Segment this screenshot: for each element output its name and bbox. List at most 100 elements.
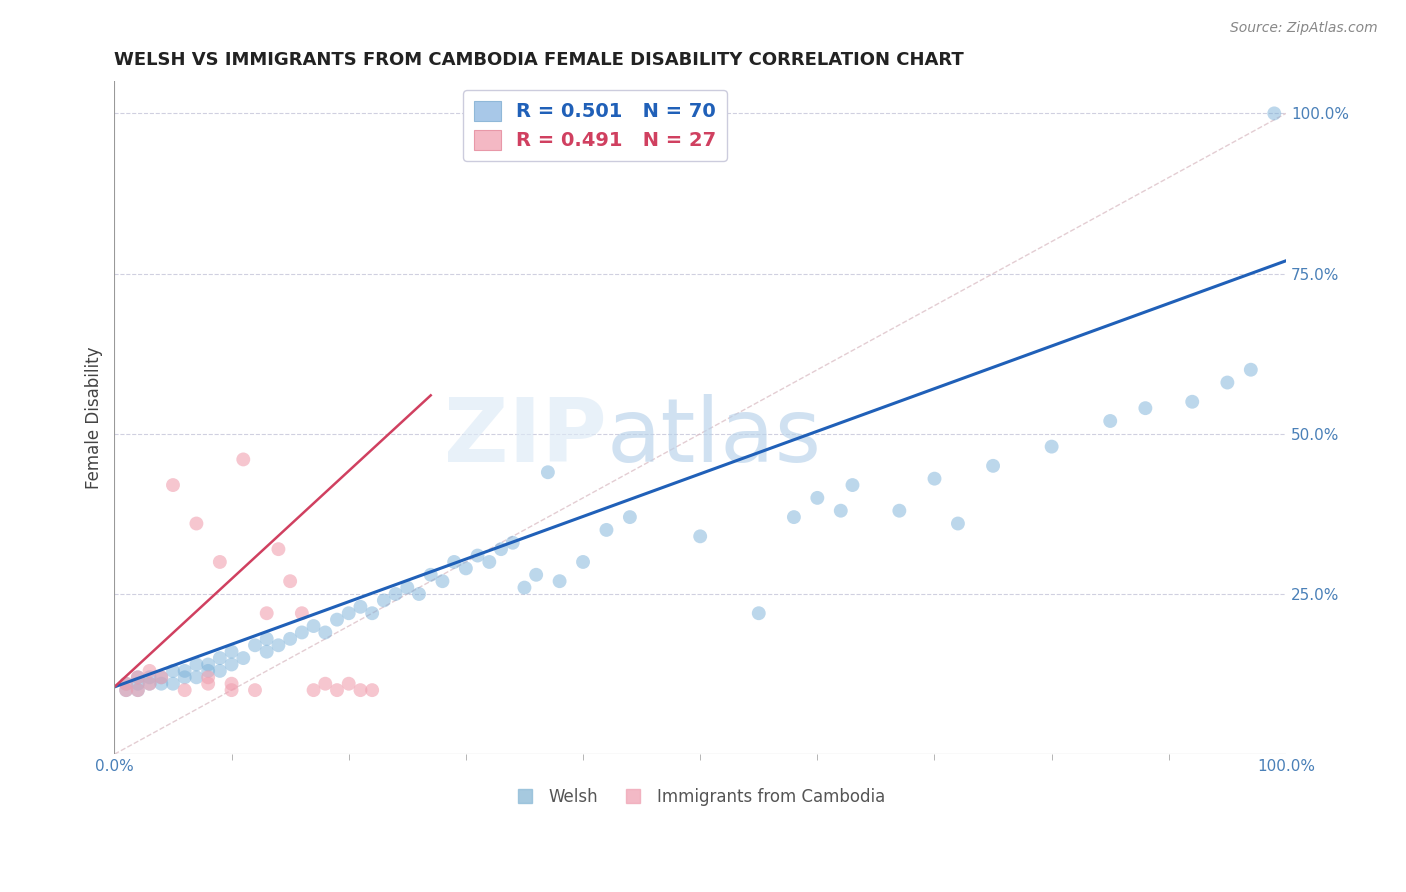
Point <box>138 677 160 691</box>
Point <box>243 683 266 698</box>
Point <box>806 491 828 505</box>
Point <box>361 683 384 698</box>
Point <box>889 504 911 518</box>
Point <box>127 683 149 698</box>
Point <box>186 516 208 531</box>
Point <box>373 593 395 607</box>
Point <box>396 581 419 595</box>
Point <box>115 683 138 698</box>
Point <box>197 670 219 684</box>
Point <box>783 510 806 524</box>
Point <box>349 683 371 698</box>
Point <box>841 478 863 492</box>
Point <box>173 683 195 698</box>
Point <box>326 613 349 627</box>
Point <box>127 670 149 684</box>
Point <box>127 683 149 698</box>
Point <box>208 555 231 569</box>
Point <box>1216 376 1239 390</box>
Text: WELSH VS IMMIGRANTS FROM CAMBODIA FEMALE DISABILITY CORRELATION CHART: WELSH VS IMMIGRANTS FROM CAMBODIA FEMALE… <box>114 51 965 69</box>
Point <box>256 632 278 646</box>
Point <box>150 677 173 691</box>
Point <box>302 619 325 633</box>
Point <box>173 670 195 684</box>
Point <box>1181 394 1204 409</box>
Legend: Welsh, Immigrants from Cambodia: Welsh, Immigrants from Cambodia <box>509 781 891 814</box>
Point <box>138 664 160 678</box>
Point <box>1099 414 1122 428</box>
Point <box>337 677 360 691</box>
Point <box>197 677 219 691</box>
Point <box>432 574 454 589</box>
Point <box>454 561 477 575</box>
Point <box>1263 106 1285 120</box>
Point <box>221 657 243 672</box>
Point <box>232 452 254 467</box>
Point <box>443 555 465 569</box>
Point <box>489 542 512 557</box>
Point <box>384 587 406 601</box>
Point <box>221 645 243 659</box>
Point <box>115 677 138 691</box>
Point <box>256 606 278 620</box>
Point <box>208 664 231 678</box>
Point <box>408 587 430 601</box>
Text: ZIP: ZIP <box>444 394 606 482</box>
Point <box>150 670 173 684</box>
Point <box>138 670 160 684</box>
Point <box>467 549 489 563</box>
Point <box>1240 362 1263 376</box>
Point <box>981 458 1004 473</box>
Point <box>278 574 301 589</box>
Point <box>830 504 852 518</box>
Point <box>186 670 208 684</box>
Point <box>924 472 946 486</box>
Point <box>689 529 711 543</box>
Point <box>361 606 384 620</box>
Point <box>278 632 301 646</box>
Point <box>419 567 441 582</box>
Point <box>513 581 536 595</box>
Point <box>326 683 349 698</box>
Point <box>115 677 138 691</box>
Point <box>186 657 208 672</box>
Point <box>173 664 195 678</box>
Point <box>232 651 254 665</box>
Point <box>337 606 360 620</box>
Point <box>349 599 371 614</box>
Point <box>115 683 138 698</box>
Point <box>502 535 524 549</box>
Point <box>267 542 290 557</box>
Point <box>478 555 501 569</box>
Point <box>1040 440 1063 454</box>
Point <box>619 510 641 524</box>
Point <box>1135 401 1157 416</box>
Point <box>127 677 149 691</box>
Point <box>127 670 149 684</box>
Point <box>208 651 231 665</box>
Y-axis label: Female Disability: Female Disability <box>86 346 103 489</box>
Point <box>243 638 266 652</box>
Point <box>314 677 336 691</box>
Point <box>314 625 336 640</box>
Point <box>162 478 184 492</box>
Point <box>748 606 770 620</box>
Point <box>524 567 547 582</box>
Point <box>291 625 314 640</box>
Point <box>162 677 184 691</box>
Point <box>548 574 571 589</box>
Point <box>197 657 219 672</box>
Point <box>150 670 173 684</box>
Text: Source: ZipAtlas.com: Source: ZipAtlas.com <box>1230 21 1378 36</box>
Point <box>291 606 314 620</box>
Text: atlas: atlas <box>606 394 821 482</box>
Point <box>256 645 278 659</box>
Point <box>221 683 243 698</box>
Point <box>138 677 160 691</box>
Point <box>197 664 219 678</box>
Point <box>537 465 560 479</box>
Point <box>595 523 617 537</box>
Point <box>221 677 243 691</box>
Point <box>572 555 595 569</box>
Point <box>162 664 184 678</box>
